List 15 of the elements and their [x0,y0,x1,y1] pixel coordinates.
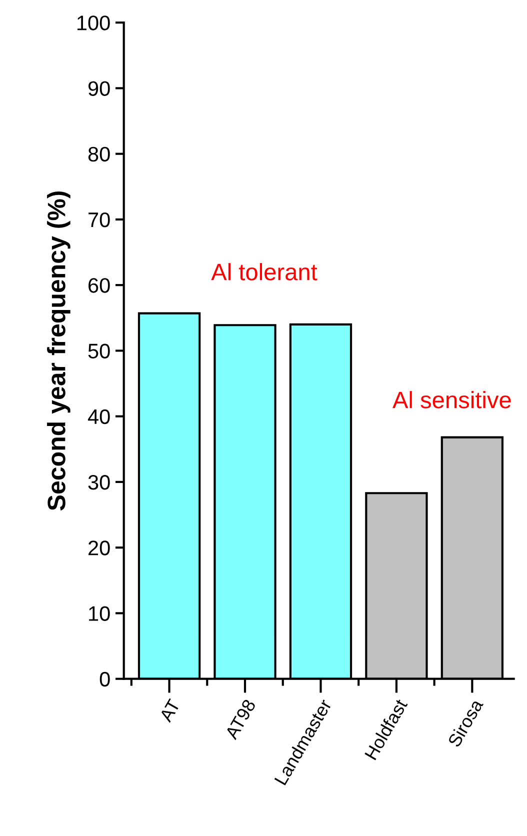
y-tick-label: 50 [88,344,110,358]
y-tick-label: 60 [88,278,110,293]
y-tick-label: 90 [88,81,110,96]
y-tick-label: 70 [88,212,110,228]
y-tick-label: 100 [77,16,110,30]
x-tick-label: AT [159,698,180,723]
y-tick-label: 40 [88,409,110,424]
y-axis-title: Second year frequency (%) [47,191,70,510]
annotation: Al tolerant [211,263,318,280]
y-tick-label: 0 [100,672,110,687]
y-tick-label: 20 [88,540,110,556]
y-tick-label: 80 [88,146,110,162]
annotation: Al sensitive [392,391,511,408]
y-tick-label: 10 [89,606,110,621]
y-tick-label: 30 [88,474,110,490]
